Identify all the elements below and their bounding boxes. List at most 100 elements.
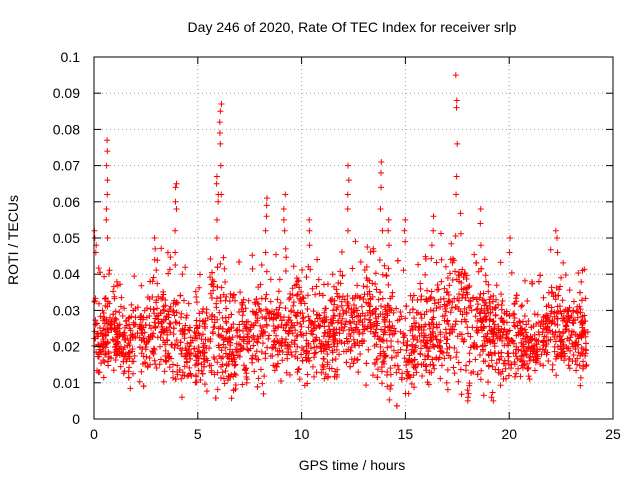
data-point [425,353,432,360]
data-point [223,319,230,326]
data-point [306,227,313,234]
data-point [437,303,444,310]
data-point [218,355,225,362]
data-point [326,344,333,351]
data-point [557,307,564,314]
data-point [218,363,225,370]
data-point [213,180,220,187]
data-point [239,301,246,308]
data-point [437,296,444,303]
data-point [315,322,322,329]
data-point [558,353,565,360]
data-point [567,334,574,341]
data-point [437,230,444,237]
data-point [525,364,532,371]
data-point [480,290,487,297]
data-point [372,281,379,288]
data-point [372,329,379,336]
data-point [215,331,222,338]
data-point [114,282,121,289]
data-point [330,330,337,337]
data-point [263,213,270,220]
data-point [321,319,328,326]
data-point [455,378,462,385]
data-point [479,346,486,353]
data-point [534,311,541,318]
data-point [181,335,188,342]
data-point [370,372,377,379]
data-point [457,366,464,373]
data-point [564,318,571,325]
data-point [452,232,459,239]
data-point [174,342,181,349]
data-point [505,350,512,357]
data-point [302,354,309,361]
data-point [195,330,202,337]
data-point [265,335,272,342]
data-point [558,336,565,343]
data-point [508,361,515,368]
data-point [330,313,337,320]
data-point [236,341,243,348]
data-point [267,353,274,360]
data-point [402,238,409,245]
data-point [379,311,386,318]
data-point [378,380,385,387]
data-point [443,318,450,325]
data-point [240,344,247,351]
data-point [321,375,328,382]
data-point [104,137,111,144]
data-point [234,326,241,333]
data-point [153,364,160,371]
data-point [112,315,119,322]
data-point [520,343,527,350]
data-point [481,307,488,314]
data-point [456,331,463,338]
data-point [400,334,407,341]
data-point [579,313,586,320]
data-point [474,318,481,325]
data-point [172,261,179,268]
data-point [172,249,179,256]
data-point [300,295,307,302]
data-point [209,311,216,318]
data-point [417,338,424,345]
data-point [104,358,111,365]
data-point [417,280,424,287]
data-point [426,369,433,376]
data-point [201,321,208,328]
data-point [299,266,306,273]
data-point [346,318,353,325]
data-point [432,332,439,339]
data-point [435,299,442,306]
data-point [476,352,483,359]
data-point [167,329,174,336]
data-point [329,320,336,327]
data-point [565,308,572,315]
data-point [580,346,587,353]
data-point [216,130,223,137]
data-point [418,315,425,322]
data-point [200,344,207,351]
data-point [350,336,357,343]
data-point [121,329,128,336]
data-point [511,373,518,380]
data-point [575,269,582,276]
y-tick-labels: 0 0.01 0.02 0.03 0.04 0.05 0.06 0.07 0.08 0.09 0.1 [53,49,80,427]
data-point [381,360,388,367]
data-point [272,325,279,332]
data-point [335,279,342,286]
data-point [374,374,381,381]
data-point [110,288,117,295]
data-point [441,334,448,341]
data-point [214,264,221,271]
data-point [186,364,193,371]
data-point [197,271,204,278]
data-point [339,293,346,300]
axis-ticks [93,56,614,420]
data-point [176,367,183,374]
data-point [508,269,515,276]
data-point [424,379,431,386]
data-point [274,360,281,367]
data-point [347,363,354,370]
